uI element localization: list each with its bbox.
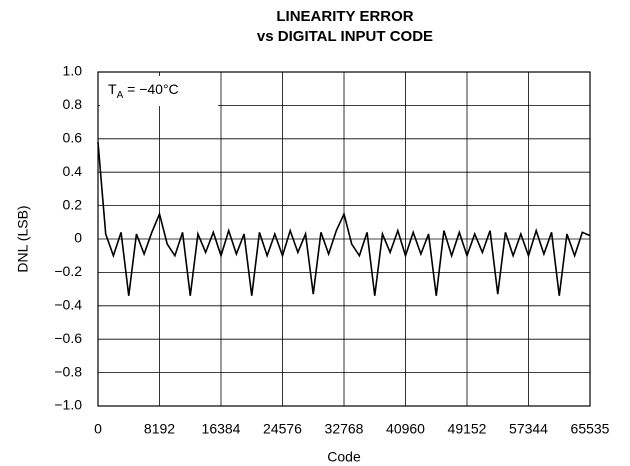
y-tick-label: −0.2	[54, 263, 82, 279]
chart-title: vs DIGITAL INPUT CODE	[257, 28, 433, 45]
x-tick-label: 24576	[263, 421, 302, 437]
y-tick-label: 0	[74, 230, 82, 246]
annotation-box	[100, 76, 218, 106]
x-axis-label: Code	[327, 449, 361, 465]
y-tick-label: 1.0	[63, 63, 83, 79]
y-tick-label: 0.2	[63, 196, 83, 212]
x-tick-label: 49152	[448, 421, 487, 437]
x-tick-label: 57344	[509, 421, 548, 437]
annotation-subscript: A	[117, 90, 124, 101]
y-tick-label: −0.8	[54, 363, 82, 379]
y-tick-label: 0.8	[63, 96, 83, 112]
data-line	[97, 142, 591, 296]
annotation: TA = −40°C	[108, 81, 179, 101]
y-tick-label: −0.4	[54, 297, 82, 313]
x-tick-label: 16384	[202, 421, 241, 437]
y-axis-label: DNL (LSB)	[15, 205, 31, 272]
y-tick-label: −1.0	[54, 397, 82, 413]
plot-frame	[97, 71, 591, 407]
annotation-text: = −40°C	[123, 81, 178, 97]
chart-title: LINEARITY ERROR	[276, 8, 413, 25]
y-tick-label: 0.6	[63, 130, 83, 146]
x-tick-label: 65535	[571, 421, 610, 437]
x-tick-label: 0	[94, 421, 102, 437]
x-tick-label: 40960	[386, 421, 425, 437]
x-tick-label: 8192	[144, 421, 175, 437]
y-tick-label: −0.6	[54, 330, 82, 346]
annotation-symbol: T	[108, 81, 117, 97]
y-tick-label: 0.4	[63, 163, 83, 179]
x-tick-label: 32768	[325, 421, 364, 437]
